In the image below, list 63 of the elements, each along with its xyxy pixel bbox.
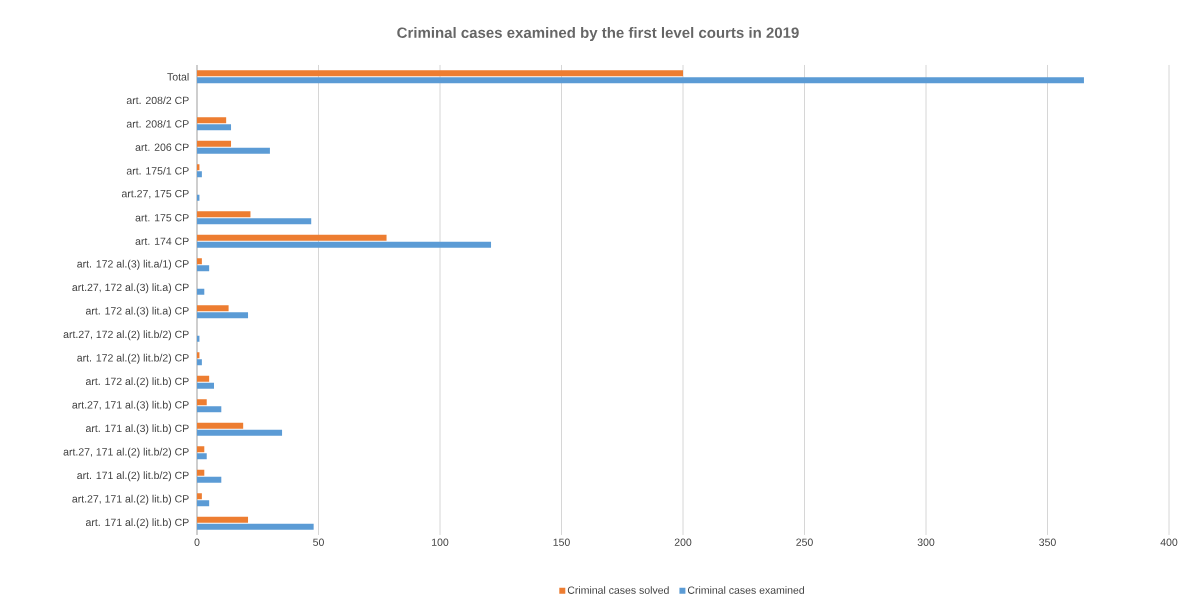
- bar: [197, 258, 202, 265]
- bar: [197, 305, 229, 312]
- chart-title: Criminal cases examined by the first level courts in 2019: [397, 27, 799, 41]
- y-tick-label: art. 208/2 CP: [126, 96, 189, 105]
- bar: [197, 406, 222, 413]
- bar: [197, 500, 210, 507]
- bar: [197, 375, 210, 382]
- y-tick-label: art. 174 CP: [135, 237, 189, 245]
- x-tick-label: 0: [194, 538, 200, 546]
- bar: [197, 140, 232, 147]
- x-tick-label: 300: [917, 538, 935, 546]
- y-tick-label: art. 171 al.(2) lit.b) CP: [85, 518, 189, 529]
- y-tick-label: art. 172 al.(2) lit.b) CP: [85, 377, 189, 388]
- bar: [197, 171, 202, 178]
- bar: [197, 446, 205, 453]
- x-tick-label: 150: [553, 538, 570, 546]
- bar: [197, 399, 207, 406]
- legend-label: Criminal cases solved: [567, 586, 669, 594]
- bar: [197, 117, 227, 124]
- bar: [197, 429, 283, 436]
- x-tick-label: 250: [796, 538, 813, 546]
- bar: [197, 476, 222, 483]
- bar: [197, 147, 270, 154]
- x-tick-label: 50: [313, 538, 324, 546]
- bar: [197, 312, 249, 319]
- y-tick-label: art.27, 175 CP: [121, 189, 189, 199]
- y-tick-label: art. 175/1 CP: [126, 166, 189, 175]
- y-tick-label: art. 175 CP: [135, 214, 189, 222]
- bar: [197, 382, 215, 389]
- y-tick-label: art. 171 al.(3) lit.b) CP: [85, 424, 189, 435]
- bar: [197, 516, 249, 523]
- bar: [197, 453, 207, 460]
- bar: [197, 70, 683, 77]
- y-tick-label: art. 172 al.(3) lit.a/1) CP: [77, 259, 189, 270]
- bar: [197, 124, 232, 131]
- y-tick-label: art. 206 CP: [135, 143, 189, 151]
- y-tick-label: art. 172 al.(3) lit.a) CP: [85, 306, 189, 317]
- y-tick-label: art.27, 171 al.(2) lit.b) CP: [72, 494, 189, 505]
- bar: [197, 288, 205, 295]
- bar: [197, 422, 244, 429]
- bar: [197, 359, 202, 366]
- x-tick-label: 350: [1039, 538, 1056, 546]
- bar: [197, 493, 202, 500]
- bar: [197, 234, 387, 241]
- y-tick-label: art. 171 al.(2) lit.b/2) CP: [77, 471, 189, 482]
- x-tick-label: 200: [674, 538, 692, 546]
- y-tick-label: art.27, 171 al.(3) lit.b) CP: [72, 400, 189, 411]
- y-tick-label: art.27, 172 al.(2) lit.b/2) CP: [63, 330, 189, 341]
- bar: [197, 241, 492, 248]
- bar: [197, 265, 210, 272]
- legend-label: Criminal cases examined: [687, 586, 804, 594]
- bar: [197, 523, 314, 530]
- bar: [197, 211, 251, 218]
- bar: [197, 469, 205, 476]
- bar: [197, 218, 312, 225]
- x-tick-label: 400: [1160, 538, 1178, 546]
- y-tick-label: art. 172 al.(2) lit.b/2) CP: [77, 353, 189, 364]
- bar: [197, 77, 1084, 84]
- x-tick-label: 100: [432, 538, 449, 546]
- y-tick-label: art. 208/1 CP: [126, 119, 189, 128]
- y-tick-label: art.27, 172 al.(3) lit.a) CP: [72, 283, 189, 294]
- y-tick-label: Total: [167, 72, 189, 81]
- y-tick-label: art.27, 171 al.(2) lit.b/2) CP: [63, 447, 189, 458]
